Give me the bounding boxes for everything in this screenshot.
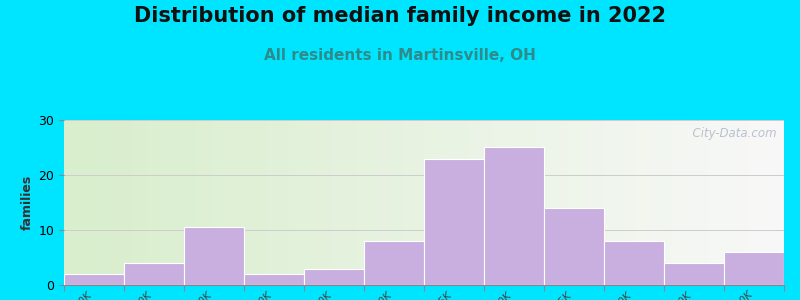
Bar (124, 263, 184, 285)
Bar (184, 227, 244, 285)
Text: City-Data.com: City-Data.com (685, 127, 777, 140)
Bar (424, 158, 484, 285)
Y-axis label: families: families (22, 175, 34, 230)
Bar (664, 263, 724, 285)
Bar (604, 241, 664, 285)
Bar (304, 268, 364, 285)
Bar (364, 241, 424, 285)
Bar (64, 274, 124, 285)
Text: All residents in Martinsville, OH: All residents in Martinsville, OH (264, 48, 536, 63)
Bar (544, 208, 604, 285)
Bar (724, 252, 784, 285)
Text: Distribution of median family income in 2022: Distribution of median family income in … (134, 6, 666, 26)
Bar (244, 274, 304, 285)
Bar (484, 148, 544, 285)
